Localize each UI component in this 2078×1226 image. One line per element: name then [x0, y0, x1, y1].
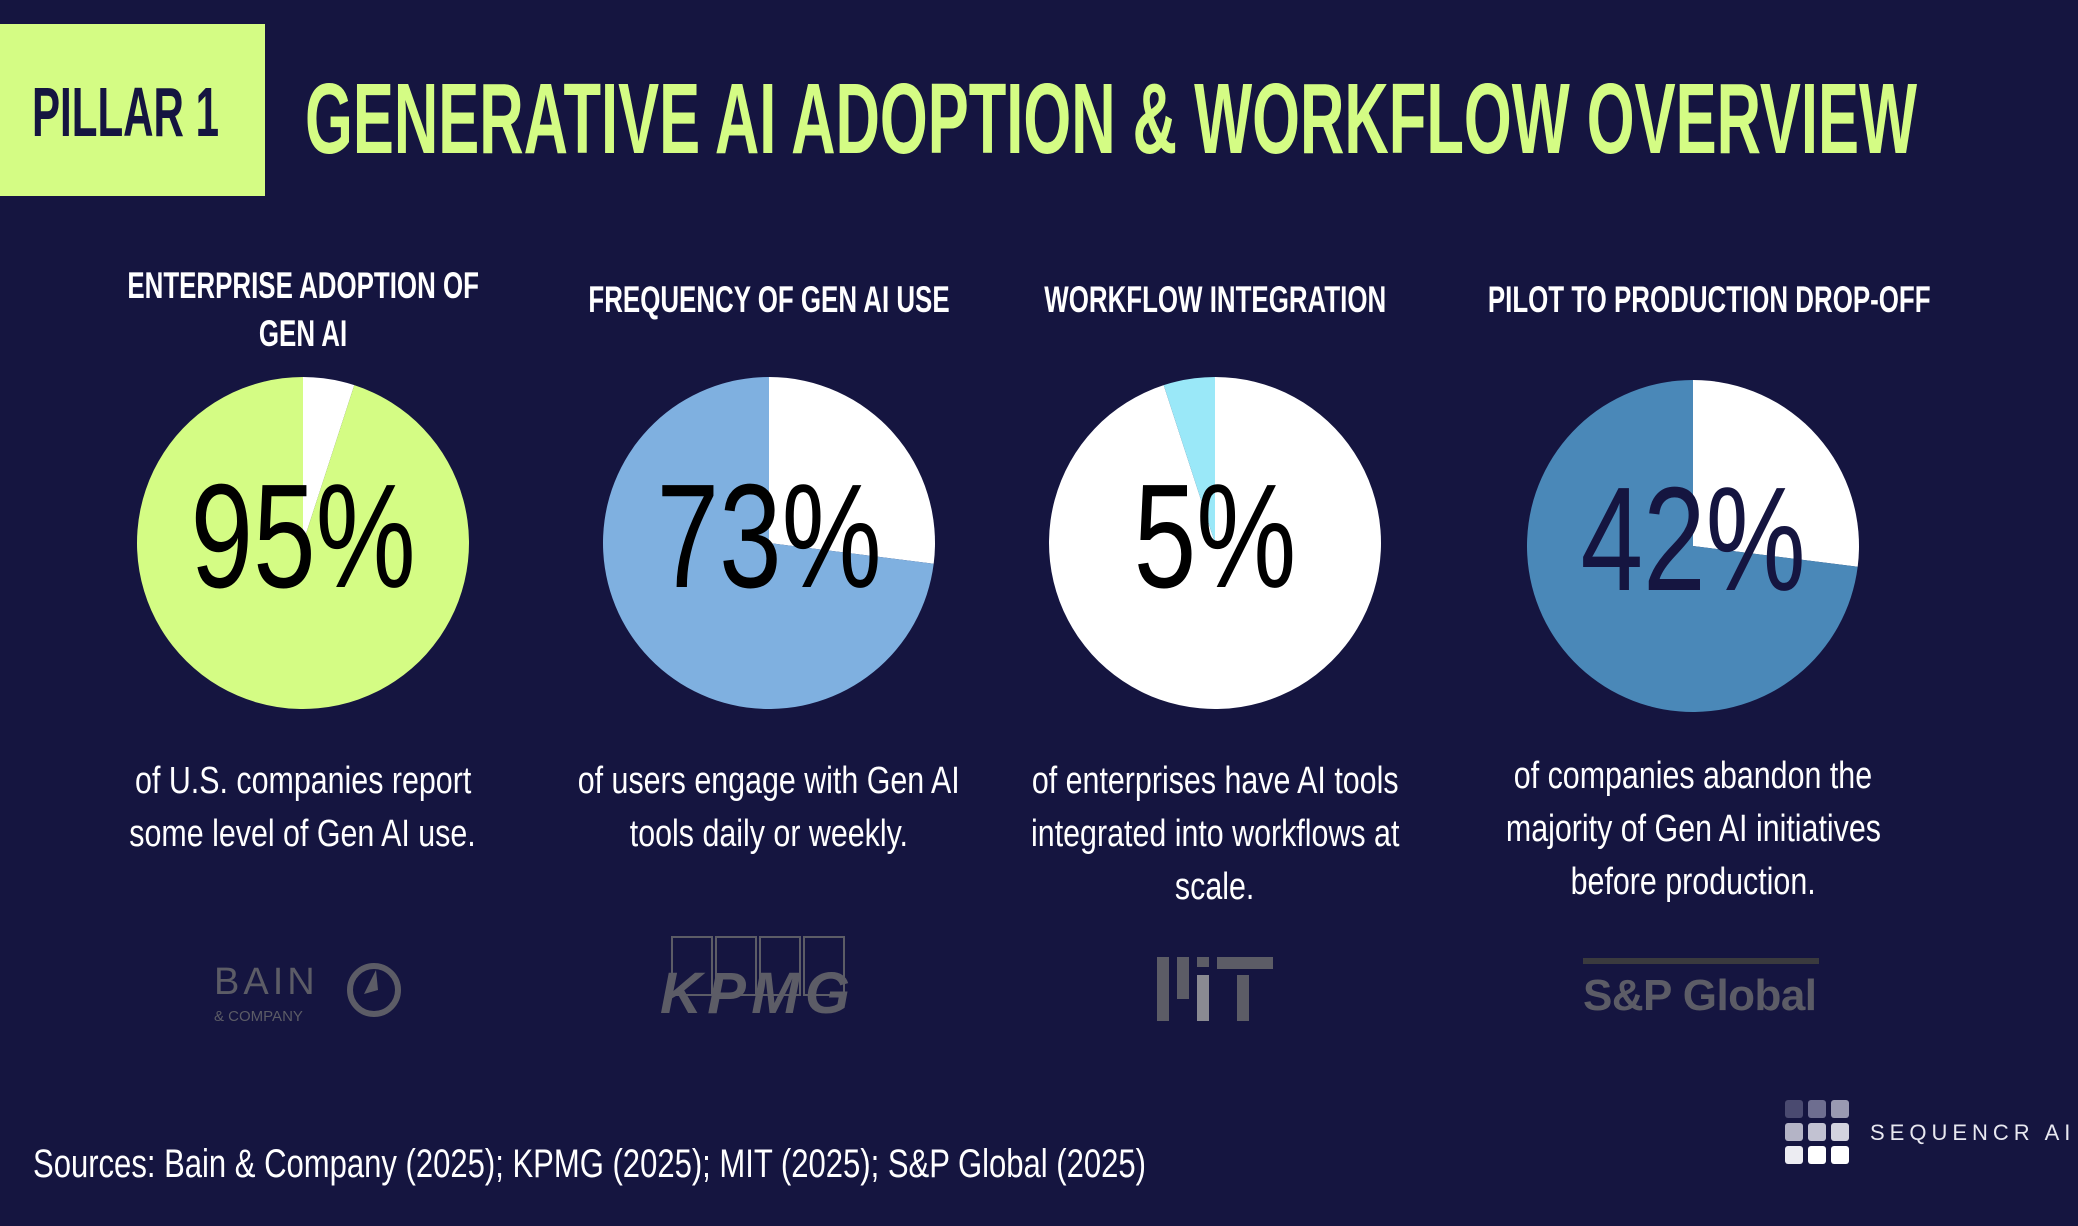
- stat-value: 42%: [1393, 466, 1993, 614]
- stat-value-text: 73%: [656, 454, 882, 619]
- stat-description-line: of companies abandon the: [1513, 755, 1873, 797]
- stat-description-line: of U.S. companies report: [134, 760, 472, 802]
- stat-heading: FREQUENCY OF GEN AI USE: [469, 276, 1069, 324]
- stat-description-line: some level of Gen AI use.: [129, 813, 477, 855]
- stat-description-line: majority of Gen AI initiatives: [1505, 808, 1881, 850]
- bain-logo-text: BAIN: [214, 961, 319, 1003]
- stat-heading: ENTERPRISE ADOPTION OF GEN AI: [3, 262, 603, 358]
- sp-global-logo: S&P Global: [1583, 958, 1823, 1023]
- pillar-badge: [0, 24, 265, 196]
- stat-value-text: 5%: [1133, 454, 1297, 619]
- page-title: GENERATIVE AI ADOPTION & WORKFLOW OVERVI…: [305, 63, 1917, 175]
- brand-name: SEQUENCR AI: [1870, 1120, 2076, 1145]
- pie-slice: [303, 377, 355, 543]
- stat-description: of enterprises have AI tools integrated i…: [915, 755, 1515, 914]
- stat-value-text: 95%: [190, 454, 416, 619]
- stat-description: of users engage with Gen AI tools daily o…: [469, 755, 1069, 861]
- kpmg-logo-text: KPMG: [660, 961, 850, 1019]
- pillar-label: PILLAR 1: [32, 73, 219, 151]
- mit-logo-icon: [1157, 957, 1273, 1021]
- stat-value: 5%: [915, 463, 1515, 611]
- stat-description-line: scale.: [1175, 866, 1255, 908]
- stat-description-line: of users engage with Gen AI: [578, 760, 960, 802]
- stat-description-line: of enterprises have AI tools: [1031, 760, 1399, 802]
- stat-description-line: integrated into workflows at: [1030, 813, 1400, 855]
- stat-value-text: 42%: [1580, 457, 1806, 622]
- stat-heading-line: FREQUENCY OF GEN AI USE: [588, 279, 950, 320]
- pie-slice: [769, 377, 935, 564]
- pie-chart: [603, 377, 935, 709]
- sp-global-logo-text: S&P Global: [1583, 971, 1817, 1018]
- grid-logo-icon: [1785, 1100, 1849, 1164]
- stat-description-line: tools daily or weekly.: [629, 813, 909, 855]
- mit-logo: [1157, 957, 1277, 1026]
- stat-heading: PILOT TO PRODUCTION DROP-OFF: [1393, 276, 1993, 324]
- stat-description: of U.S. companies report some level of Ge…: [3, 755, 603, 861]
- stat-heading-line: PILOT TO PRODUCTION DROP-OFF: [1487, 279, 1931, 320]
- bain-logo-subtext: & COMPANY: [214, 1008, 303, 1025]
- stat-heading: WORKFLOW INTEGRATION: [915, 276, 1515, 324]
- pie-slice: [136, 377, 469, 709]
- sequencr-logo: [1785, 1100, 1855, 1171]
- pie-slice: [1527, 380, 1858, 712]
- stat-heading-line: GEN AI: [258, 313, 348, 354]
- pie-slice: [603, 377, 934, 709]
- stat-heading-line: ENTERPRISE ADOPTION OF: [127, 265, 479, 306]
- pie-chart: [136, 377, 469, 709]
- pie-slice: [1693, 380, 1859, 567]
- stat-heading-line: WORKFLOW INTEGRATION: [1044, 279, 1386, 320]
- kpmg-logo: KPMG: [660, 935, 860, 1026]
- pie-slice: [1163, 377, 1215, 543]
- stat-description-line: before production.: [1570, 861, 1816, 903]
- bain-compass-icon: [347, 963, 401, 1017]
- stat-description: of companies abandon the majority of Gen …: [1393, 750, 1993, 909]
- bain-logo: BAIN & COMPANY: [214, 958, 404, 1031]
- pie-chart: [1049, 377, 1381, 709]
- sources-text: Sources: Bain & Company (2025); KPMG (20…: [33, 1142, 1146, 1186]
- pie-chart: [1527, 380, 1859, 712]
- stat-value: 73%: [469, 463, 1069, 611]
- stat-value: 95%: [3, 463, 603, 611]
